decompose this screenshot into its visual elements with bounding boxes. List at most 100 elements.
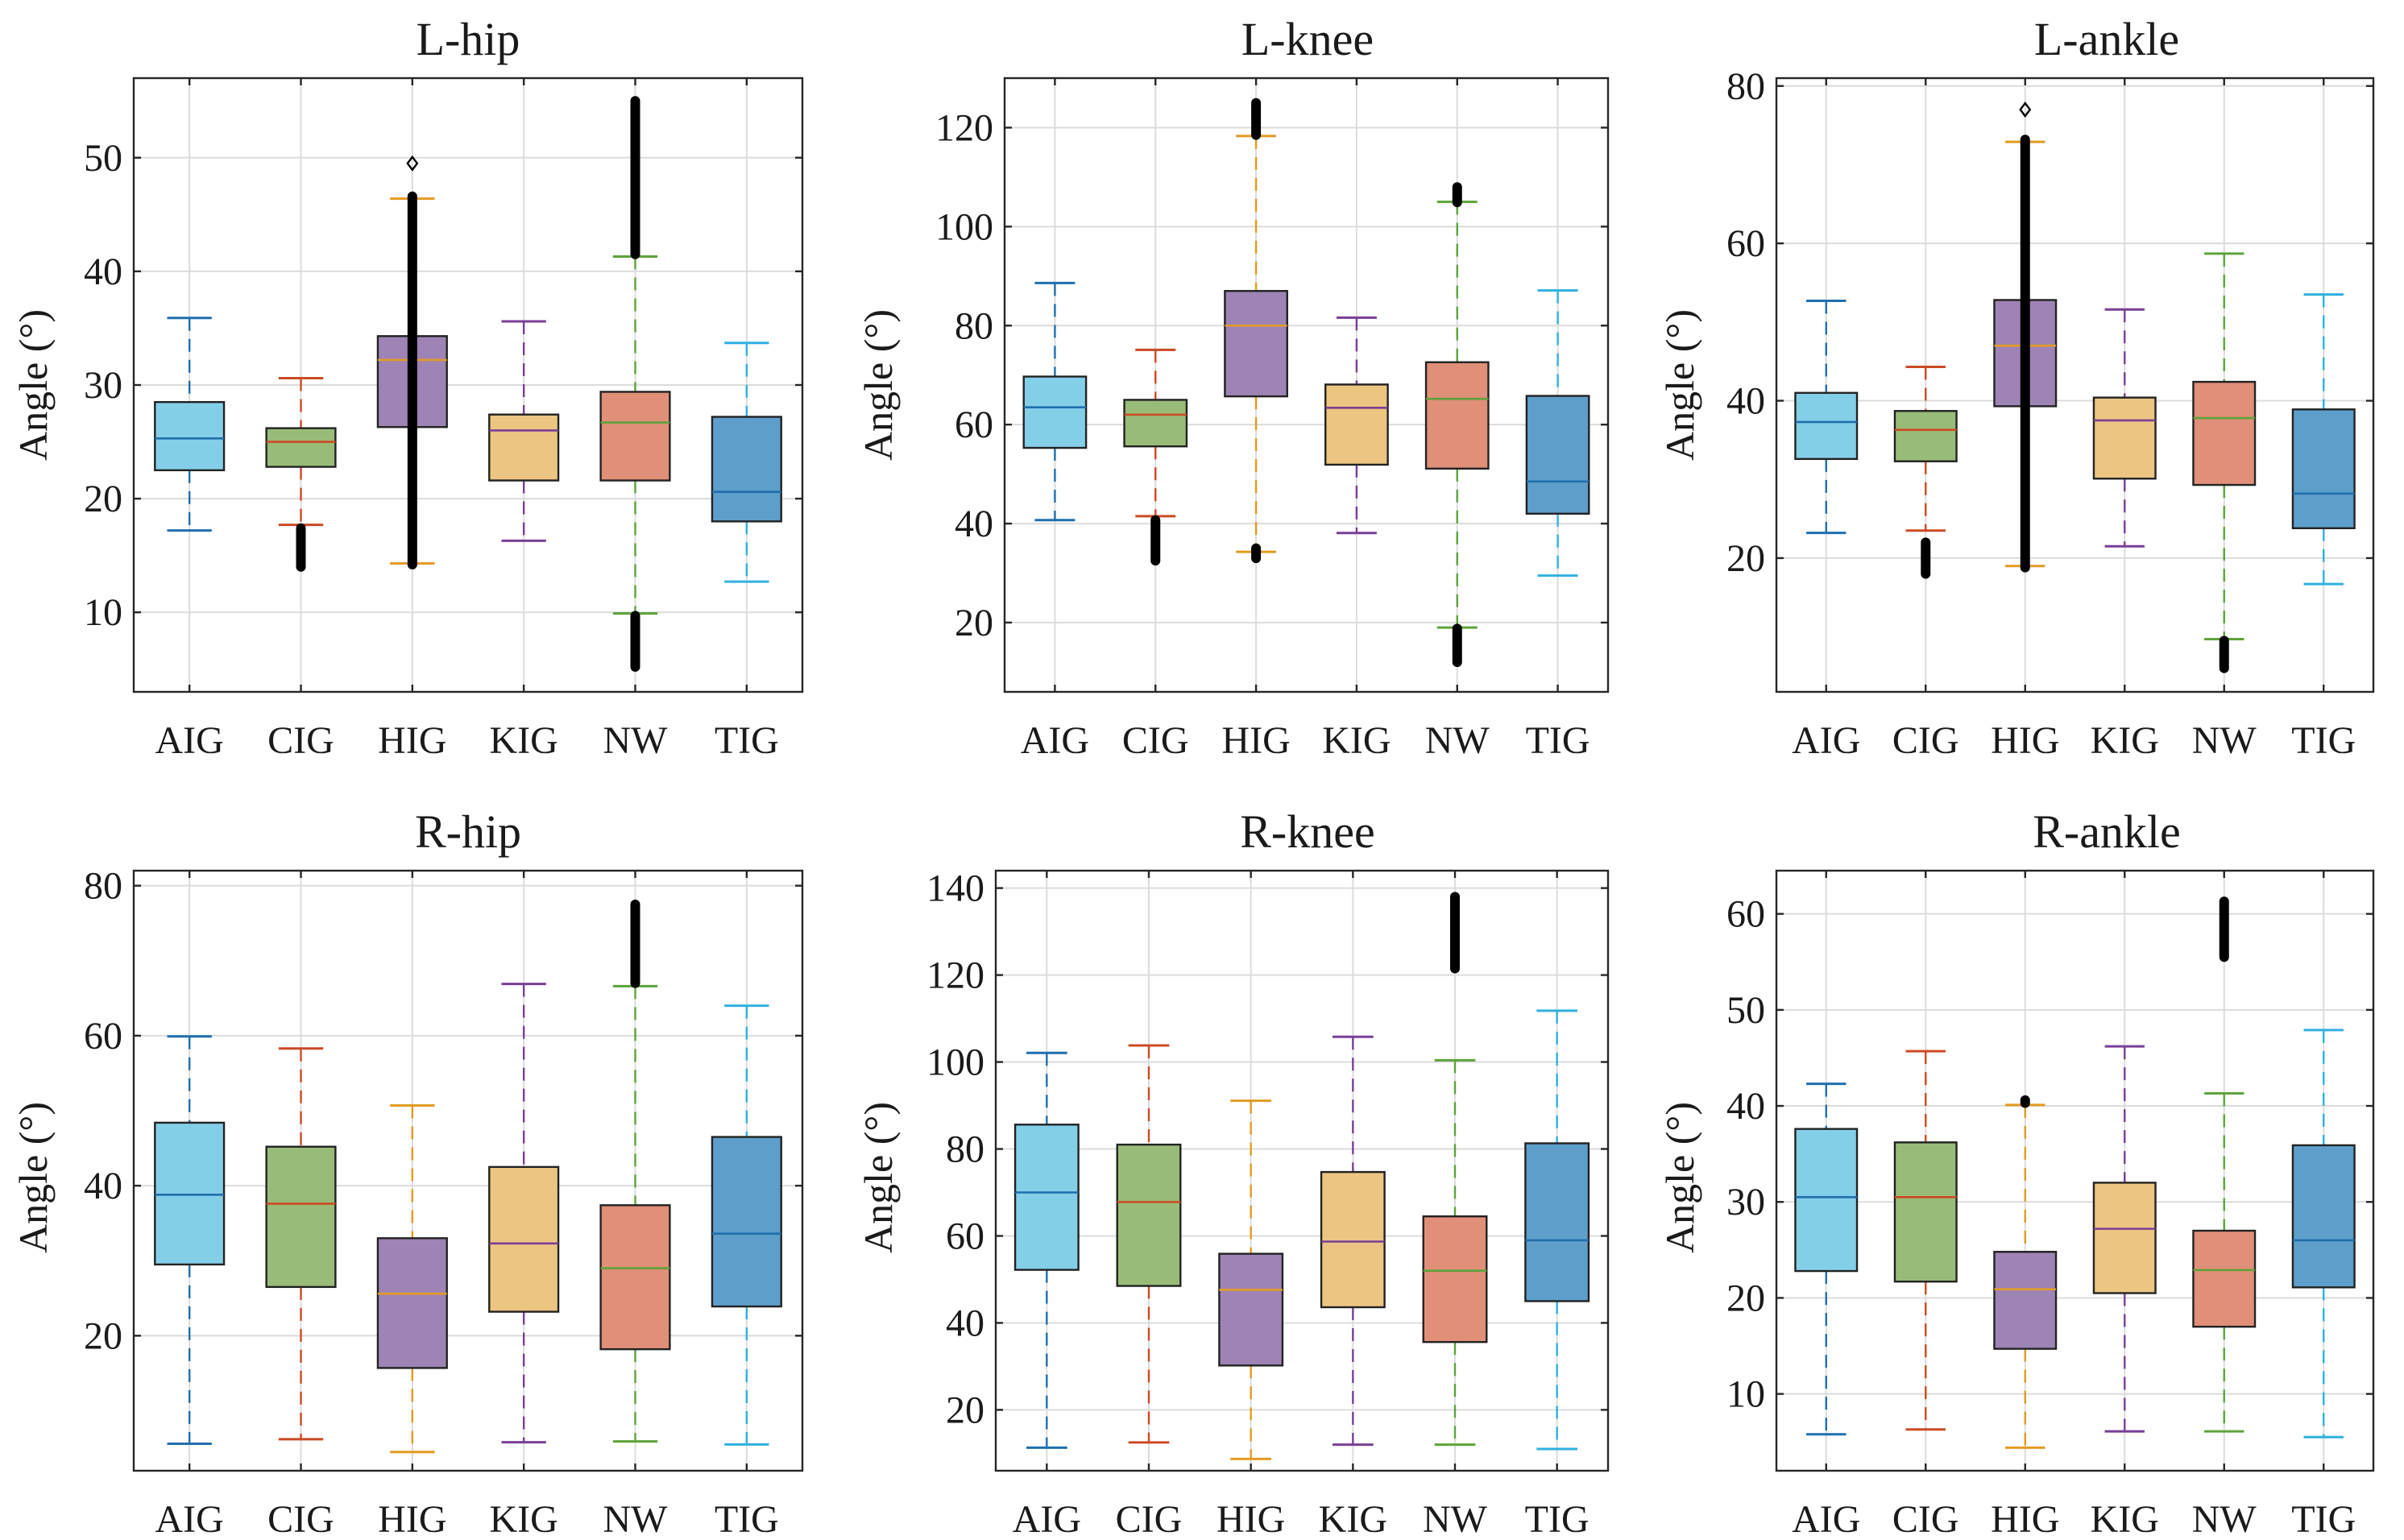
y-tick-label: 40 — [84, 1165, 122, 1207]
outlier-markers — [630, 611, 640, 672]
box-cig — [1116, 1044, 1182, 1444]
box-nw — [1422, 892, 1488, 1447]
y-axis-label: Angle (°) — [1657, 1102, 1702, 1253]
outlier-markers — [296, 523, 306, 572]
y-tick-label: 20 — [946, 1389, 984, 1431]
box-body — [1524, 1142, 1590, 1302]
box-body — [1022, 375, 1088, 449]
x-tick-label: HIG — [378, 719, 446, 762]
x-tick-label: KIG — [490, 719, 558, 762]
box-body — [488, 1165, 560, 1313]
y-tick-label: 140 — [926, 867, 984, 910]
y-axis-label: Angle (°) — [1657, 309, 1702, 461]
outlier-markers — [2020, 135, 2030, 573]
x-tick-label: TIG — [1526, 719, 1590, 762]
subplot-l-ankle: L-ankle Angle (°) 20 40 60 80 AIG CIG HIG KIG NW… — [1657, 13, 2375, 762]
x-tick-label: AIG — [155, 1498, 224, 1540]
y-tick-label: 40 — [84, 250, 122, 293]
outlier-markers — [630, 96, 640, 259]
x-tick-label: NW — [2192, 1498, 2257, 1540]
box-nw — [599, 899, 671, 1443]
box-body — [1116, 1143, 1182, 1287]
y-tick-label: 60 — [1726, 893, 1765, 936]
x-tick-label: AIG — [1792, 719, 1860, 762]
box-hig — [1224, 97, 1288, 564]
x-tick-label: HIG — [378, 1498, 446, 1540]
subplot-l-knee: L-knee Angle (°) 20 40 60 80 100 120 AIG CIG HIG… — [856, 13, 1610, 762]
x-tick-label: NW — [1425, 719, 1490, 762]
x-tick-label: HIG — [1217, 1498, 1285, 1540]
x-tick-label: AIG — [1021, 719, 1089, 762]
box-kig — [2092, 1045, 2157, 1433]
x-tick-label: AIG — [1792, 1498, 1860, 1540]
y-tick-label: 30 — [1726, 1181, 1765, 1223]
outlier-marker — [2019, 101, 2032, 118]
x-tick-label: TIG — [715, 719, 779, 762]
y-tick-label: 40 — [946, 1302, 984, 1344]
x-tick-label: AIG — [155, 719, 224, 762]
box-body — [1320, 1170, 1386, 1309]
box-nw — [2192, 252, 2257, 673]
x-tick-label: KIG — [2091, 719, 2159, 762]
y-tick-label: 50 — [84, 137, 122, 180]
outlier-markers — [1150, 515, 1161, 566]
axes-frame — [132, 869, 804, 1472]
box-tig — [711, 342, 782, 583]
box-kig — [1324, 316, 1389, 535]
box-cig — [265, 377, 337, 572]
x-tick-label: HIG — [1991, 719, 2059, 762]
y-tick-label: 20 — [84, 1314, 122, 1357]
box-hig — [1218, 1099, 1284, 1460]
box-body — [1424, 361, 1490, 470]
box-body — [2092, 396, 2157, 480]
box-body — [1123, 399, 1188, 448]
box-body — [1893, 410, 1958, 462]
box-body — [1794, 1128, 1859, 1273]
outlier-markers — [1452, 182, 1462, 208]
box-body — [154, 1121, 226, 1266]
x-tick-label: HIG — [1991, 1498, 2059, 1540]
y-tick-label: 80 — [84, 865, 122, 908]
box-aig — [1794, 1083, 1859, 1436]
box-cig — [1893, 1049, 1958, 1431]
y-tick-label: 20 — [84, 478, 122, 520]
plot-area: 20 40 60 80 AIG CIG HIG KIG NW TIG — [84, 865, 804, 1540]
outlier-markers — [1921, 537, 1931, 579]
subplot-l-hip: L-hip Angle (°) 10 20 30 40 50 AIG CIG HIG KIG NW… — [10, 13, 804, 762]
box-aig — [154, 1035, 226, 1445]
plot-area: 20 40 60 80 AIG CIG HIG KIG NW TIG — [1726, 65, 2375, 762]
outlier-markers — [407, 191, 417, 569]
box-body — [2192, 380, 2257, 486]
x-tick-label: HIG — [1221, 719, 1290, 762]
plot-area: 20 40 60 80 100 120 140 AIG CIG HIG KIG NW TIG — [926, 867, 1610, 1540]
box-aig — [1794, 299, 1859, 535]
subplot-title: R-ankle — [2033, 805, 2181, 858]
y-tick-label: 60 — [84, 1015, 122, 1058]
box-kig — [488, 320, 560, 542]
box-cig — [1123, 348, 1188, 566]
x-tick-label: KIG — [490, 1498, 558, 1540]
axes-frame — [1003, 77, 1610, 693]
box-cig — [1893, 366, 1958, 579]
axes-frame — [994, 869, 1610, 1472]
y-axis-label: Angle (°) — [10, 1102, 56, 1253]
box-body — [488, 413, 560, 482]
y-axis-label: Angle (°) — [856, 309, 901, 461]
box-kig — [2092, 308, 2157, 548]
y-tick-label: 80 — [946, 1128, 984, 1171]
box-aig — [154, 317, 226, 532]
box-hig — [1993, 101, 2058, 573]
y-tick-label: 20 — [1726, 1277, 1765, 1319]
outlier-markers — [1251, 543, 1262, 564]
box-body — [265, 1145, 337, 1289]
y-tick-label: 30 — [84, 364, 122, 407]
axes-frame — [1775, 869, 2375, 1472]
box-tig — [2291, 1029, 2356, 1439]
y-tick-label: 80 — [955, 304, 993, 347]
box-body — [1013, 1124, 1080, 1271]
box-aig — [1013, 1051, 1080, 1449]
subplot-title: L-knee — [1241, 13, 1374, 65]
x-tick-label: NW — [2192, 719, 2257, 762]
plot-area: 10 20 30 40 50 60 AIG CIG HIG KIG NW TIG — [1726, 869, 2375, 1540]
